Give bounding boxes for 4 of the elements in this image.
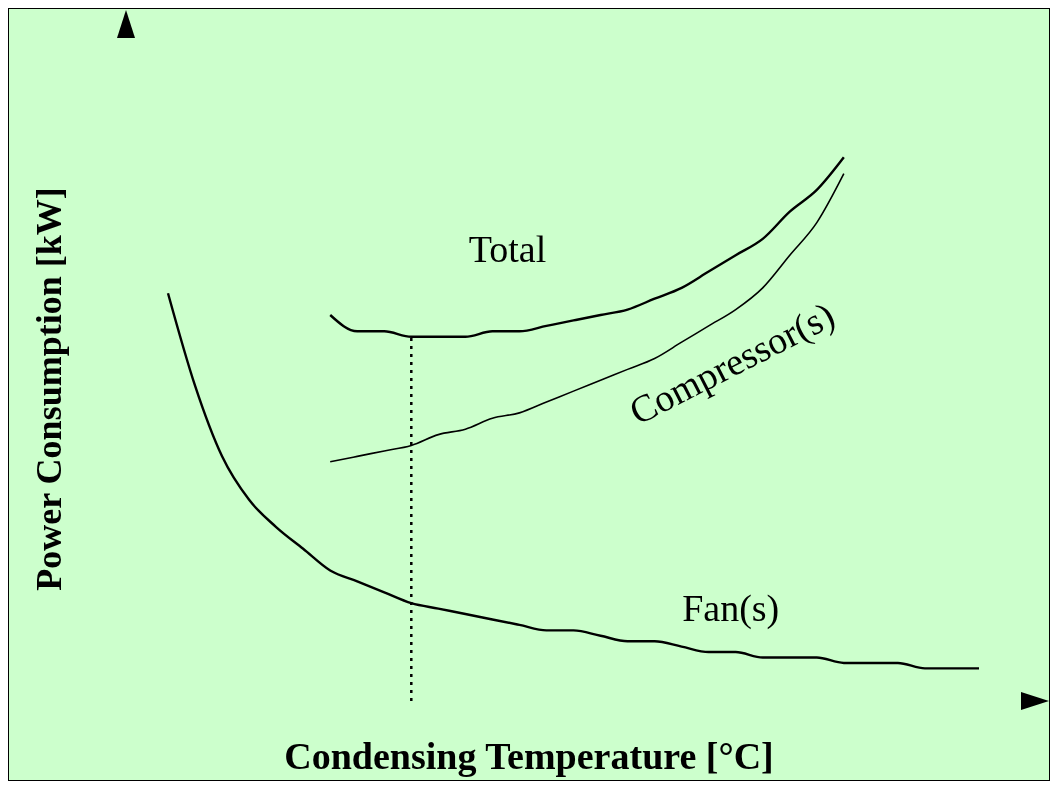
y-axis-title: Power Consumption [kW]	[28, 186, 70, 591]
series-label: Fan(s)	[682, 586, 780, 630]
x-axis-title: Condensing Temperature [°C]	[283, 734, 775, 778]
series-label: Total	[468, 228, 547, 271]
